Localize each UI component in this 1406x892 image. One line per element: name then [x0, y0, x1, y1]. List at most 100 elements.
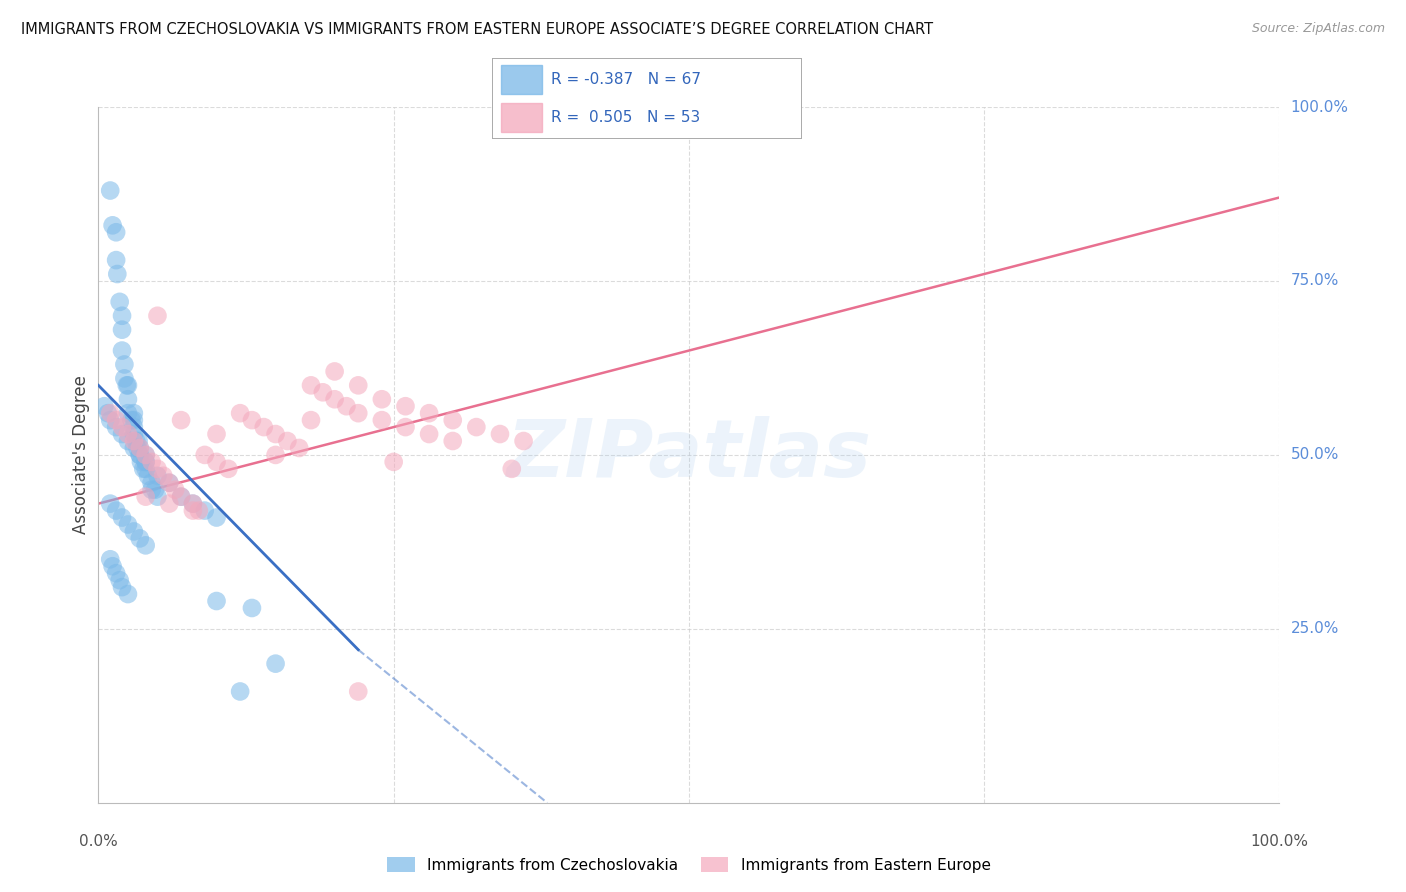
Point [418, 406, 440, 420]
Legend: Immigrants from Czechoslovakia, Immigrants from Eastern Europe: Immigrants from Czechoslovakia, Immigran… [381, 850, 997, 879]
Point [382, 455, 405, 469]
Point [371, 413, 394, 427]
Text: R =  0.505   N = 53: R = 0.505 N = 53 [551, 110, 700, 125]
Point [135, 490, 157, 504]
Point [135, 538, 157, 552]
Point [441, 413, 464, 427]
Point [136, 468, 159, 483]
Point [441, 434, 464, 448]
Point [253, 420, 276, 434]
Point [135, 448, 157, 462]
Point [335, 399, 357, 413]
Point [418, 427, 440, 442]
Point [105, 420, 128, 434]
Point [108, 573, 131, 587]
Point [229, 406, 252, 420]
Point [170, 490, 193, 504]
Point [157, 475, 180, 490]
Point [105, 566, 128, 581]
Point [98, 497, 121, 511]
Point [105, 253, 128, 268]
Point [122, 413, 145, 427]
Point [122, 441, 145, 455]
Point [347, 378, 370, 392]
Point [135, 462, 157, 476]
Point [240, 413, 263, 427]
Point [105, 267, 128, 281]
Point [465, 420, 488, 434]
Point [146, 468, 169, 483]
Point [98, 413, 121, 427]
Point [205, 427, 228, 442]
Point [128, 434, 150, 448]
Point [181, 497, 204, 511]
Point [194, 448, 217, 462]
Point [122, 524, 145, 539]
Text: 100.0%: 100.0% [1291, 100, 1348, 114]
Point [299, 413, 322, 427]
Point [194, 503, 217, 517]
Point [98, 184, 121, 198]
Point [217, 462, 239, 476]
Point [135, 455, 157, 469]
Text: Source: ZipAtlas.com: Source: ZipAtlas.com [1251, 22, 1385, 36]
Point [135, 455, 157, 469]
Bar [502, 65, 541, 95]
Point [141, 455, 163, 469]
Point [101, 559, 124, 574]
Point [146, 490, 169, 504]
Point [152, 468, 174, 483]
Point [122, 427, 145, 442]
Point [105, 225, 128, 239]
Point [111, 580, 134, 594]
Point [128, 441, 150, 455]
Point [205, 455, 228, 469]
Text: 25.0%: 25.0% [1291, 622, 1339, 636]
Point [181, 497, 204, 511]
Point [264, 448, 287, 462]
Point [128, 532, 150, 546]
Point [501, 462, 523, 476]
Point [165, 483, 187, 497]
Point [394, 420, 416, 434]
Text: 75.0%: 75.0% [1291, 274, 1339, 288]
Point [98, 552, 121, 566]
Point [111, 323, 134, 337]
Point [93, 399, 115, 413]
Point [117, 517, 139, 532]
Bar [502, 103, 541, 132]
Point [288, 441, 311, 455]
Point [229, 684, 252, 698]
Text: 100.0%: 100.0% [1250, 834, 1309, 849]
Point [111, 343, 134, 358]
Point [141, 475, 163, 490]
Point [170, 413, 193, 427]
Point [146, 309, 169, 323]
Point [101, 219, 124, 233]
Text: IMMIGRANTS FROM CZECHOSLOVAKIA VS IMMIGRANTS FROM EASTERN EUROPE ASSOCIATE’S DEG: IMMIGRANTS FROM CZECHOSLOVAKIA VS IMMIGR… [21, 22, 934, 37]
Point [112, 371, 135, 385]
Point [512, 434, 534, 448]
Point [489, 427, 512, 442]
Point [157, 475, 180, 490]
Point [240, 601, 263, 615]
Point [122, 406, 145, 420]
Point [125, 434, 148, 448]
Y-axis label: Associate's Degree: Associate's Degree [72, 376, 90, 534]
Point [115, 378, 138, 392]
Point [117, 434, 139, 448]
Point [141, 483, 163, 497]
Point [105, 413, 128, 427]
Point [135, 448, 157, 462]
Point [122, 420, 145, 434]
Point [371, 392, 394, 407]
Point [299, 378, 322, 392]
Point [122, 434, 145, 448]
Point [146, 462, 169, 476]
Point [276, 434, 298, 448]
Point [170, 490, 193, 504]
Point [117, 427, 139, 442]
Point [264, 427, 287, 442]
Point [117, 378, 139, 392]
Point [117, 392, 139, 407]
